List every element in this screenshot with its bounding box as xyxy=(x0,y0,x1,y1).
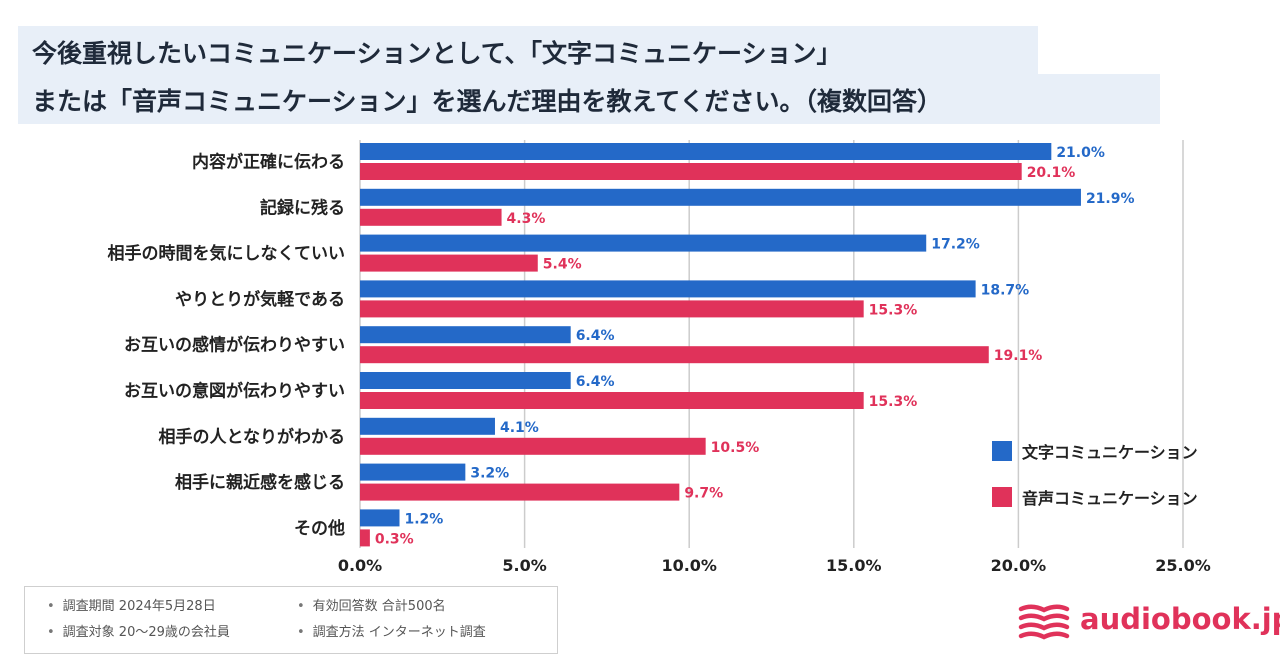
logo-text: audiobook.jp xyxy=(1080,602,1280,636)
legend-swatch-text xyxy=(992,441,1012,461)
bar-voice-7 xyxy=(360,483,680,501)
data-label-voice-6: 10.5% xyxy=(711,440,760,456)
data-label-voice-2: 5.4% xyxy=(543,257,582,273)
data-label-text-3: 18.7% xyxy=(981,282,1030,298)
chart-legend: 文字コミュニケーション 音声コミュニケーション xyxy=(992,440,1198,532)
legend-label-voice: 音声コミュニケーション xyxy=(1022,489,1198,508)
category-label-6: 相手の人となりがわかる xyxy=(159,426,346,447)
title-line-2: または「音声コミュニケーション」を選んだ理由を教えてください。（複数回答） xyxy=(32,87,943,116)
bar-voice-5 xyxy=(360,392,864,409)
bar-voice-1 xyxy=(360,208,502,226)
data-label-text-7: 3.2% xyxy=(470,466,509,482)
title-background-1: 今後重視したいコミュニケーションとして、「文字コミュニケーション」 xyxy=(18,26,1038,74)
category-label-8: その他 xyxy=(294,518,345,539)
bar-text-3 xyxy=(360,280,976,298)
footnote-responses: 有効回答数 合計500名 xyxy=(297,597,446,617)
data-label-voice-3: 15.3% xyxy=(869,302,918,318)
category-label-5: お互いの意図が伝わりやすい xyxy=(124,381,345,402)
bar-text-2 xyxy=(360,234,927,252)
bar-text-0 xyxy=(360,143,1052,160)
bar-voice-0 xyxy=(360,163,1022,180)
x-tick-label-5: 25.0% xyxy=(1155,556,1211,575)
data-label-text-1: 21.9% xyxy=(1086,191,1135,207)
bar-text-1 xyxy=(360,188,1081,206)
data-label-text-2: 17.2% xyxy=(931,237,980,253)
survey-footnote: 調査期間 2024年5月28日 調査対象 20〜29歳の会社員 有効回答数 合計… xyxy=(24,586,558,654)
data-label-text-6: 4.1% xyxy=(500,420,539,436)
x-tick-label-3: 15.0% xyxy=(826,556,882,575)
x-tick-label-2: 10.0% xyxy=(661,556,717,575)
bar-voice-3 xyxy=(360,300,864,318)
legend-label-text: 文字コミュニケーション xyxy=(1022,443,1198,462)
category-label-7: 相手に親近感を感じる xyxy=(175,472,345,493)
title-box: 今後重視したいコミュニケーションとして、「文字コミュニケーション」 または「音声… xyxy=(18,26,1160,124)
x-tick-label-0: 0.0% xyxy=(338,556,382,575)
footnote-method: 調査方法 インターネット調査 xyxy=(297,623,486,643)
data-label-voice-5: 15.3% xyxy=(869,394,918,410)
brand-logo: audiobook.jp xyxy=(1018,600,1280,644)
data-label-voice-0: 20.1% xyxy=(1027,165,1076,181)
category-label-4: お互いの感情が伝わりやすい xyxy=(124,335,345,356)
category-label-3: やりとりが気軽である xyxy=(175,289,345,310)
bar-voice-2 xyxy=(360,254,538,272)
data-label-text-0: 21.0% xyxy=(1056,145,1105,161)
open-book-icon xyxy=(1018,604,1070,640)
category-label-1: 記録に残る xyxy=(260,197,345,218)
x-tick-label-1: 5.0% xyxy=(502,556,546,575)
bar-voice-4 xyxy=(360,346,989,364)
x-tick-label-4: 20.0% xyxy=(991,556,1047,575)
bar-voice-6 xyxy=(360,437,706,455)
legend-swatch-voice xyxy=(992,487,1012,507)
category-label-2: 相手の時間を気にしなくていい xyxy=(108,243,346,264)
bar-text-4 xyxy=(360,326,571,344)
footnote-target: 調査対象 20〜29歳の会社員 xyxy=(47,623,230,643)
bar-text-6 xyxy=(360,417,495,435)
data-label-text-8: 1.2% xyxy=(405,511,444,527)
category-label-0: 内容が正確に伝わる xyxy=(192,152,345,173)
data-label-voice-7: 9.7% xyxy=(684,486,723,502)
data-label-text-4: 6.4% xyxy=(576,328,615,344)
bar-text-8 xyxy=(360,509,400,527)
bar-voice-8 xyxy=(360,529,370,547)
title-line-1: 今後重視したいコミュニケーションとして、「文字コミュニケーション」 xyxy=(32,39,842,68)
title-background-2: または「音声コミュニケーション」を選んだ理由を教えてください。（複数回答） xyxy=(18,74,1160,124)
data-label-voice-4: 19.1% xyxy=(994,348,1043,364)
data-label-text-5: 6.4% xyxy=(576,374,615,390)
bar-text-7 xyxy=(360,463,466,481)
data-label-voice-8: 0.3% xyxy=(375,531,414,547)
legend-item-text: 文字コミュニケーション xyxy=(992,440,1198,462)
footnote-period: 調査期間 2024年5月28日 xyxy=(47,597,216,617)
bar-text-5 xyxy=(360,372,571,389)
data-label-voice-1: 4.3% xyxy=(507,211,546,227)
legend-item-voice: 音声コミュニケーション xyxy=(992,486,1198,508)
